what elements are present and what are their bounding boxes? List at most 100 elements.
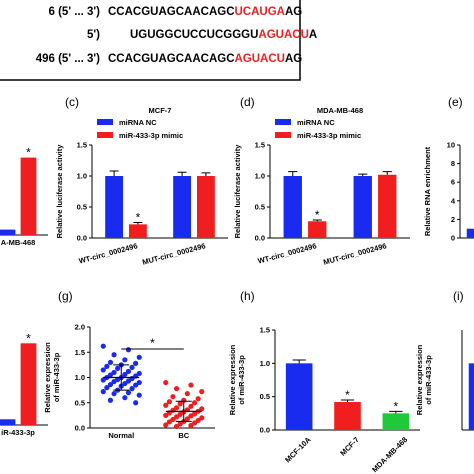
bar — [466, 228, 474, 238]
panel-label: (e) — [448, 95, 463, 109]
data-point — [107, 372, 114, 378]
sequence-part: UGUGGCUCCUCGGGU — [130, 29, 258, 41]
x-tick-label: MUT-circ_0002496 — [322, 241, 387, 267]
sequence-box — [0, 0, 301, 81]
data-point — [163, 402, 169, 408]
y-tick-label: 1.5 — [260, 326, 270, 335]
y-tick-label: 0.0 — [75, 424, 85, 433]
bar — [20, 343, 37, 425]
legend-label: miR-433-3p mimic — [119, 131, 183, 140]
panel-label: (c) — [65, 95, 79, 109]
y-axis-label-line: Relative luciferase activity — [55, 144, 64, 239]
significance: * — [26, 331, 31, 345]
legend-swatch — [97, 119, 113, 125]
sequence-label: 6 (5' ... 3') — [49, 6, 101, 18]
error-bar — [133, 222, 143, 225]
significance: * — [26, 146, 31, 160]
y-axis-label: Relative expressionof miR-433-3p — [415, 344, 433, 415]
significance: * — [393, 399, 398, 413]
significance: * — [315, 208, 320, 222]
legend-swatch — [275, 132, 291, 138]
y-tick-label: 1.5 — [75, 348, 85, 357]
chart-title: MCF-7 — [149, 106, 172, 115]
y-tick-label: 4 — [451, 196, 456, 205]
data-point — [104, 385, 110, 391]
y-tick-label: 2 — [451, 215, 455, 224]
bar — [0, 419, 16, 425]
error-bar — [389, 410, 403, 414]
data-point — [107, 381, 114, 388]
x-tick-label: WT-circ_0002496 — [257, 241, 318, 265]
bar — [105, 176, 124, 238]
sequence: CCACGUAGCAACAGCAGUACUAG — [108, 53, 302, 65]
data-point — [170, 416, 176, 423]
data-point — [100, 367, 106, 373]
y-axis-label-line: of miR-433-3p — [237, 355, 246, 405]
data-point — [163, 422, 169, 428]
error-bar — [288, 171, 298, 176]
data-point — [111, 391, 117, 397]
bar — [20, 157, 37, 235]
data-point — [188, 422, 194, 429]
legend-swatch — [275, 119, 291, 125]
data-point — [125, 347, 132, 353]
panel-label: (g) — [58, 289, 73, 303]
data-point — [133, 360, 139, 366]
y-axis-label-line: Relative expression — [43, 342, 52, 413]
y-tick-label: 0.5 — [77, 203, 87, 212]
legend-swatch — [97, 132, 113, 138]
y-tick-label: 1.5 — [255, 141, 265, 150]
y-tick-label: 0.0 — [77, 234, 87, 243]
sequence-part: A — [309, 29, 317, 41]
y-tick-label: 1.0 — [77, 172, 87, 181]
y-axis-label-line: of miR-433-3p — [52, 352, 61, 402]
data-point — [173, 414, 180, 420]
sequence-label: 496 (5' ... 3') — [36, 53, 100, 65]
chart-title: MDA-MB-468 — [317, 106, 363, 115]
x-tick-label: iR-433-3p — [1, 428, 35, 437]
data-point — [129, 364, 135, 370]
data-point — [163, 379, 169, 386]
y-axis-label: Relative luciferase activity — [55, 144, 64, 239]
data-point — [122, 395, 128, 401]
data-point — [125, 378, 132, 384]
panel-label: (i) — [453, 289, 464, 303]
x-tick-label: Normal — [108, 431, 134, 440]
data-point — [111, 369, 117, 376]
data-point — [100, 343, 106, 349]
data-point — [173, 423, 180, 430]
y-axis-label-line: Relative RNA enrichment — [423, 146, 432, 236]
error-bar — [201, 172, 211, 176]
data-point — [188, 403, 194, 409]
bar — [285, 363, 313, 430]
data-point — [177, 411, 183, 417]
y-axis-label-line: Relative expression — [415, 344, 424, 415]
sequence-part: AG — [285, 6, 302, 18]
data-point — [188, 413, 194, 419]
sequence-label: 5') — [87, 29, 100, 41]
data-point — [191, 400, 198, 406]
error-bar — [109, 170, 119, 176]
y-tick-label: 1.0 — [260, 359, 270, 368]
data-point — [100, 377, 106, 383]
y-tick-label: 0.5 — [75, 398, 85, 407]
data-point — [136, 354, 142, 360]
x-tick-label: MCF-7 — [338, 435, 361, 458]
y-tick-label: 0 — [451, 234, 455, 243]
data-point — [195, 417, 201, 424]
x-tick-label: MCF-10A — [283, 435, 313, 465]
y-tick-label: 1.0 — [255, 172, 265, 181]
y-tick-label: 0.5 — [260, 392, 270, 401]
y-tick-label: 1.5 — [77, 141, 87, 150]
bar — [128, 224, 147, 238]
data-point — [184, 391, 190, 397]
bar — [173, 176, 192, 238]
error-bar — [292, 359, 306, 364]
bar — [353, 176, 372, 238]
error-bar — [340, 399, 355, 402]
sequence-part: CCACGUAGCAACAGC — [108, 6, 235, 18]
x-tick-label: A-MB-468 — [1, 238, 36, 247]
data-point — [133, 400, 139, 406]
data-point — [188, 382, 194, 388]
y-axis-label-line: Relative expression — [228, 344, 237, 415]
